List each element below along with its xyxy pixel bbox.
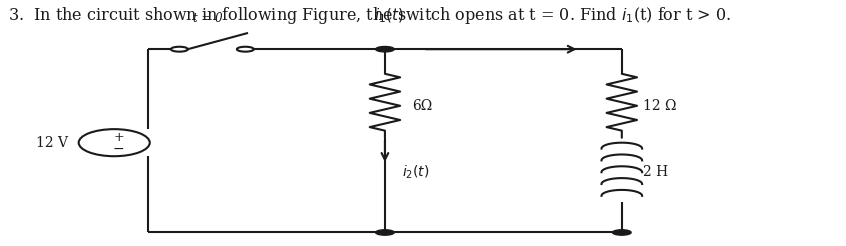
Circle shape [613,230,631,235]
Text: $\mathit{i}_1\mathit{(t)}$: $\mathit{i}_1\mathit{(t)}$ [374,6,404,25]
Text: +: + [113,131,124,144]
Circle shape [376,230,394,235]
Text: 2 H: 2 H [643,165,668,179]
Text: 12 V: 12 V [36,136,69,150]
Text: 3.  In the circuit shown in following Figure, the switch opens at t = 0. Find $i: 3. In the circuit shown in following Fig… [8,5,732,26]
Text: −: − [113,142,124,156]
Text: 12 Ω: 12 Ω [643,99,677,113]
Text: t = 0: t = 0 [193,12,223,25]
Text: 6Ω: 6Ω [412,99,432,113]
Text: $\mathit{i}_2\mathit{(t)}$: $\mathit{i}_2\mathit{(t)}$ [402,164,429,181]
Circle shape [376,46,394,52]
